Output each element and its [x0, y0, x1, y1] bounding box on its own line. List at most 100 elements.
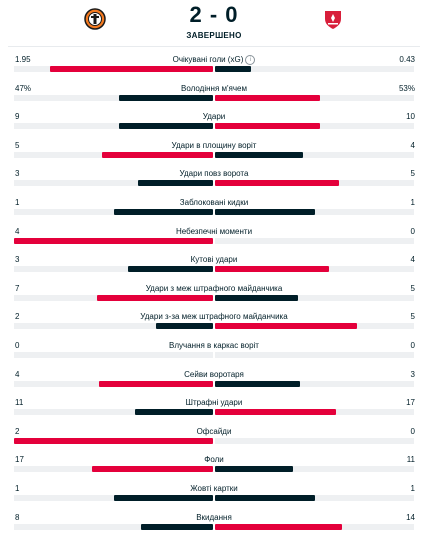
stat-name: Офсайди — [0, 427, 428, 437]
stat-name: Заблоковані кидки — [0, 198, 428, 208]
stat-name: Володіння м'ячем — [0, 84, 428, 94]
away-bar-track — [215, 495, 414, 501]
stat-name: Удари з-за меж штрафного майданчика — [0, 312, 428, 322]
home-bar-track — [14, 381, 213, 387]
away-bar-fill — [215, 266, 329, 272]
home-bar-track — [14, 466, 213, 472]
away-value: 1 — [411, 198, 415, 208]
stat-name-text: Жовті картки — [190, 484, 238, 493]
home-bar-track — [14, 438, 213, 444]
away-value: 4 — [411, 255, 415, 265]
stat-name-text: Удари з меж штрафного майданчика — [146, 284, 283, 293]
home-bar-fill — [97, 295, 213, 301]
home-bar-fill — [102, 152, 213, 158]
home-bar-track — [14, 66, 213, 72]
home-bar-track — [14, 238, 213, 244]
stat-name: Удари в площину воріт — [0, 141, 428, 151]
stat-name: Удари повз ворота — [0, 169, 428, 179]
home-bar-track — [14, 266, 213, 272]
away-bar-track — [215, 466, 414, 472]
away-bar-track — [215, 295, 414, 301]
home-bar-track — [14, 495, 213, 501]
home-bar-fill — [14, 438, 213, 444]
stat-name-text: Влучання в каркас воріт — [169, 341, 259, 350]
away-bar-fill — [215, 524, 342, 530]
stat-name: Штрафні удари — [0, 398, 428, 408]
stat-name-text: Вкидання — [196, 513, 232, 522]
home-bar-fill — [138, 180, 213, 186]
stat-name-text: Небезпечні моменти — [176, 227, 252, 236]
home-bar-track — [14, 209, 213, 215]
away-value: 10 — [406, 112, 415, 122]
stat-name: Удари — [0, 112, 428, 122]
away-bar-track — [215, 209, 414, 215]
away-bar-fill — [215, 295, 298, 301]
away-bar-fill — [215, 209, 315, 215]
home-bar-fill — [141, 524, 213, 530]
away-value: 0.43 — [399, 55, 415, 65]
stat-name: Влучання в каркас воріт — [0, 341, 428, 351]
away-value: 0 — [411, 341, 415, 351]
home-bar-track — [14, 323, 213, 329]
home-bar-track — [14, 409, 213, 415]
home-bar-fill — [92, 466, 213, 472]
away-bar-fill — [215, 323, 357, 329]
home-bar-fill — [135, 409, 213, 415]
away-bar-fill — [215, 495, 315, 501]
match-header: 2 - 0 ЗАВЕРШЕНО — [0, 0, 428, 50]
home-bar-fill — [99, 381, 213, 387]
away-bar-fill — [215, 409, 336, 415]
home-bar-fill — [114, 495, 214, 501]
match-score: 2 - 0 — [0, 2, 428, 28]
away-bar-fill — [215, 152, 303, 158]
info-icon[interactable]: i — [245, 55, 255, 65]
away-bar-fill — [215, 123, 320, 129]
away-value: 5 — [411, 312, 415, 322]
header-divider — [8, 46, 420, 47]
away-bar-track — [215, 66, 414, 72]
stat-name-text: Очікувані голи (xG) — [173, 55, 244, 64]
away-value: 5 — [411, 169, 415, 179]
stat-name: Кутові удари — [0, 255, 428, 265]
home-bar-track — [14, 295, 213, 301]
stat-name-text: Офсайди — [197, 427, 232, 436]
home-bar-track — [14, 123, 213, 129]
stat-name: Вкидання — [0, 513, 428, 523]
stat-name-text: Володіння м'ячем — [181, 84, 247, 93]
home-bar-track — [14, 95, 213, 101]
stat-name: Очікувані голи (xG)i — [0, 55, 428, 65]
away-bar-track — [215, 95, 414, 101]
home-bar-fill — [114, 209, 214, 215]
away-team-logo[interactable] — [322, 8, 344, 30]
stat-name-text: Кутові удари — [191, 255, 238, 264]
away-value: 1 — [411, 484, 415, 494]
home-bar-fill — [50, 66, 213, 72]
away-bar-track — [215, 180, 414, 186]
away-bar-fill — [215, 466, 293, 472]
stat-name-text: Удари з-за меж штрафного майданчика — [140, 312, 287, 321]
away-bar-track — [215, 352, 414, 358]
away-bar-track — [215, 409, 414, 415]
home-bar-fill — [119, 123, 213, 129]
stat-name-text: Удари повз ворота — [180, 169, 249, 178]
away-value: 3 — [411, 370, 415, 380]
away-bar-fill — [215, 381, 300, 387]
stat-name: Жовті картки — [0, 484, 428, 494]
stat-name: Небезпечні моменти — [0, 227, 428, 237]
home-bar-fill — [14, 238, 213, 244]
away-bar-track — [215, 438, 414, 444]
away-bar-fill — [215, 95, 320, 101]
